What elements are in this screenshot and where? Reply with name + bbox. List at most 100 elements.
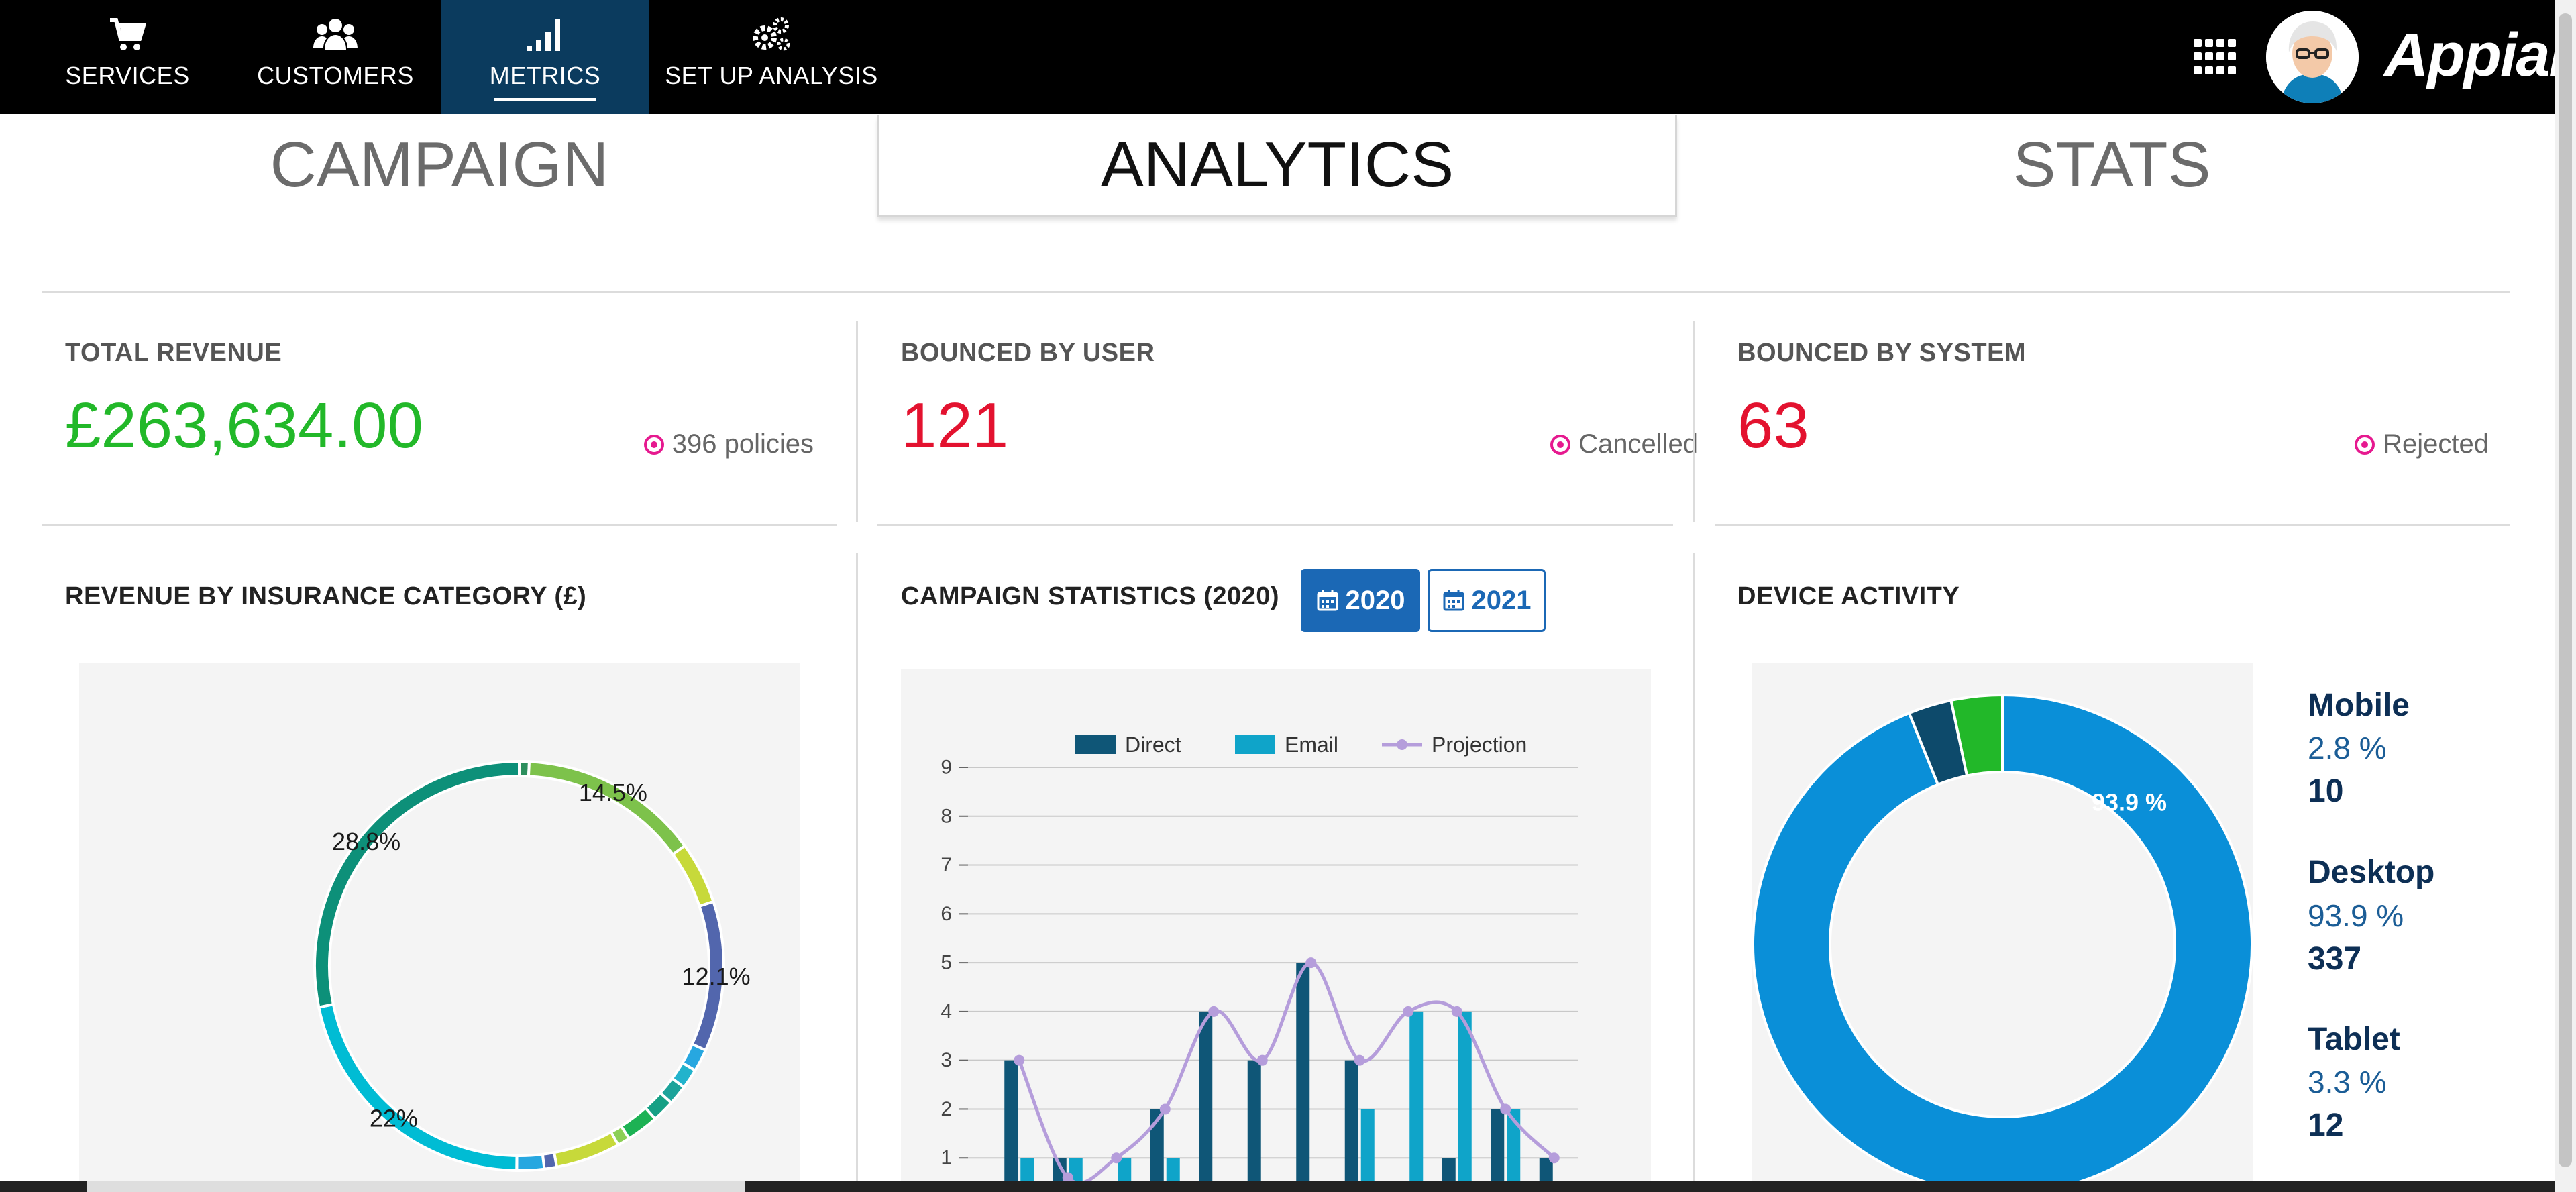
divider (42, 524, 837, 526)
nav-tab-services[interactable]: SERVICES (40, 0, 215, 114)
bar-direct[interactable] (1247, 1060, 1261, 1192)
divider (856, 321, 858, 522)
year-2021-button[interactable]: 2021 (1428, 569, 1546, 632)
revenue-slice[interactable] (671, 843, 716, 908)
kpi-title-bounced-by-system: BOUNCED BY SYSTEM (1737, 339, 2027, 367)
bar-email[interactable] (1360, 1109, 1375, 1192)
divider (1715, 524, 2510, 526)
bar-direct[interactable] (1004, 1060, 1018, 1192)
tab-stats[interactable]: STATS (2012, 129, 2211, 201)
bar-direct[interactable] (1344, 1060, 1358, 1192)
nav-tab-label: METRICS (489, 62, 601, 89)
divider (856, 553, 858, 1192)
revenue-slice[interactable] (552, 1130, 621, 1169)
year-button-label: 2020 (1345, 585, 1405, 615)
device-panel-title: DEVICE ACTIVITY (1737, 582, 1960, 610)
legend-swatch-direct (1075, 735, 1116, 754)
projection-point[interactable] (1403, 1006, 1414, 1017)
divider (877, 524, 1673, 526)
revenue-slice-label: 28.8% (332, 828, 400, 855)
kpi-value-total-revenue: £263,634.00 (65, 390, 423, 462)
device-count-tablet: 12 (2308, 1107, 2344, 1143)
revenue-slice-label: 22% (370, 1104, 418, 1132)
projection-point[interactable] (1159, 1103, 1171, 1115)
shopping-cart-icon (40, 16, 215, 54)
device-slice-label: 93.9 % (2092, 789, 2167, 816)
campaign-panel-title: CAMPAIGN STATISTICS (2020) (901, 582, 1280, 610)
projection-point[interactable] (1305, 957, 1317, 969)
bar-direct[interactable] (1491, 1109, 1505, 1192)
legend-label[interactable]: Direct (1125, 733, 1181, 757)
kpi-value-bounced-by-user: 121 (901, 390, 1009, 462)
projection-point[interactable] (1256, 1054, 1268, 1066)
projection-line[interactable] (1017, 961, 1556, 1185)
revenue-panel-title: REVENUE BY INSURANCE CATEGORY (£) (65, 582, 587, 610)
target-icon (643, 434, 664, 455)
nav-tab-label: SERVICES (65, 62, 190, 89)
nav-tab-set-up-analysis[interactable]: SET UP ANALYSIS (661, 0, 882, 114)
bar-email[interactable] (1409, 1011, 1424, 1192)
scrollbar-thumb[interactable] (2559, 13, 2572, 1167)
tab-campaign[interactable]: CAMPAIGN (270, 129, 609, 201)
y-tick-label: 6 (941, 903, 952, 925)
y-tick-label: 4 (941, 1000, 952, 1022)
kpi-note-cancelled: Cancelled (1550, 429, 1698, 459)
projection-point[interactable] (1548, 1152, 1560, 1164)
projection-point[interactable] (1451, 1006, 1462, 1017)
y-tick-label: 8 (941, 805, 952, 827)
projection-point[interactable] (1354, 1054, 1365, 1066)
divider (1693, 553, 1695, 1192)
bar-email[interactable] (1507, 1109, 1521, 1192)
bar-direct[interactable] (1150, 1109, 1164, 1192)
device-slice[interactable] (1752, 693, 2253, 1192)
kpi-title-bounced-by-user: BOUNCED BY USER (901, 339, 1155, 367)
revenue-chart-area: 14.5% 12.1% 22% 28.8% (79, 663, 800, 1192)
bar-email[interactable] (1458, 1011, 1472, 1192)
device-pct-desktop: 93.9 % (2308, 898, 2404, 933)
signal-bars-icon (441, 16, 649, 54)
device-donut-chart: 93.9 % (1752, 693, 2253, 1192)
appian-logo: Appian (2384, 21, 2576, 89)
y-tick-label: 9 (941, 757, 952, 779)
revenue-donut-chart: 14.5% 12.1% 22% 28.8% (313, 759, 751, 1173)
projection-point[interactable] (1062, 1172, 1073, 1183)
projection-point[interactable] (1111, 1152, 1122, 1164)
legend-label[interactable]: Projection (1432, 733, 1527, 757)
nav-tab-customers[interactable]: CUSTOMERS (241, 0, 429, 114)
nav-tab-metrics[interactable]: METRICS (441, 0, 649, 114)
tab-analytics[interactable]: ANALYTICS (877, 115, 1677, 217)
legend-label[interactable]: Email (1285, 733, 1338, 757)
revenue-slice[interactable] (317, 1002, 519, 1173)
bar-direct[interactable] (1199, 1011, 1213, 1192)
bar-direct[interactable] (1296, 963, 1310, 1192)
top-navigation: SERVICES CUSTOMERS METRICS SET UP ANALYS… (0, 0, 2576, 114)
projection-point[interactable] (1208, 1006, 1220, 1017)
app-grid-icon[interactable] (2194, 39, 2237, 76)
revenue-slice[interactable] (313, 759, 521, 1009)
legend-marker-projection (1397, 739, 1407, 750)
y-tick-label: 3 (941, 1049, 952, 1071)
revenue-slice[interactable] (515, 1152, 546, 1172)
projection-point[interactable] (1014, 1054, 1025, 1066)
gears-icon (661, 16, 882, 54)
taskbar-item[interactable] (87, 1181, 745, 1192)
active-tab-underline (494, 98, 596, 101)
device-chart-area: 93.9 % (1752, 663, 2253, 1192)
target-icon (1550, 434, 1571, 455)
divider (42, 291, 2510, 293)
year-button-label: 2021 (1471, 585, 1532, 615)
revenue-slice[interactable] (527, 760, 687, 857)
kpi-note-policies: 396 policies (643, 429, 814, 459)
projection-point[interactable] (1500, 1103, 1511, 1115)
users-icon (241, 16, 429, 54)
device-pct-mobile: 2.8 % (2308, 730, 2387, 765)
device-label-mobile: Mobile (2308, 688, 2410, 723)
device-count-desktop: 337 (2308, 941, 2362, 977)
y-tick-label: 7 (941, 854, 952, 876)
divider (1693, 321, 1695, 522)
device-slice[interactable] (1949, 693, 2004, 777)
revenue-slice-label: 12.1% (682, 963, 751, 990)
user-avatar[interactable] (2266, 11, 2359, 103)
year-2020-button[interactable]: 2020 (1301, 569, 1420, 632)
device-label-desktop: Desktop (2308, 855, 2435, 890)
